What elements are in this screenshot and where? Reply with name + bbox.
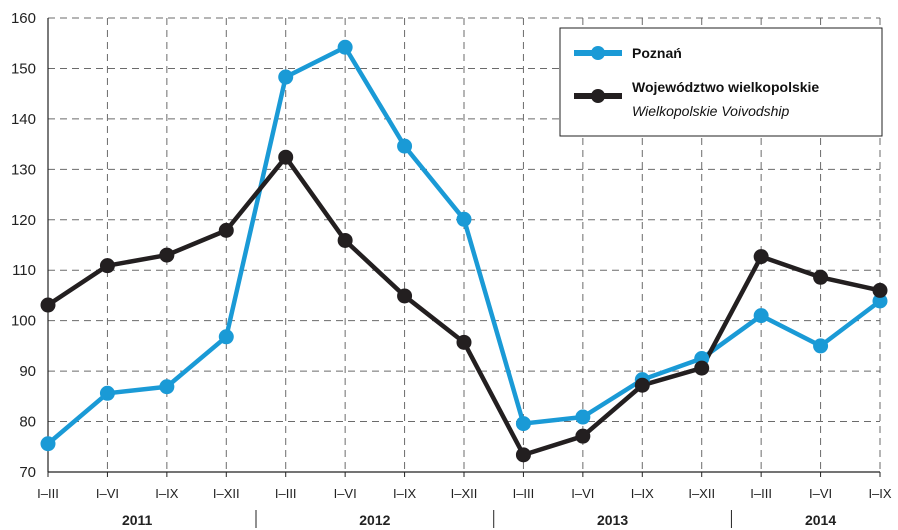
x-tick-label: I–VI (809, 486, 832, 501)
y-tick-label: 140 (11, 111, 36, 128)
x-tick-label: I–III (513, 486, 535, 501)
data-point-0 (456, 211, 472, 227)
data-point-1 (575, 428, 591, 444)
x-tick-label: I–XII (451, 486, 478, 501)
data-point-1 (515, 447, 531, 463)
series-layer (40, 39, 888, 463)
x-tick-label: I–XII (688, 486, 715, 501)
x-tick-label: I–IX (393, 486, 416, 501)
y-tick-label: 110 (12, 262, 36, 279)
data-point-1 (278, 149, 294, 165)
legend-box (559, 27, 883, 137)
y-tick-label: 160 (11, 10, 36, 27)
y-tick-label: 70 (19, 464, 36, 481)
data-point-0 (813, 338, 829, 354)
data-point-0 (159, 379, 175, 395)
x-tick-label: I–VI (571, 486, 594, 501)
data-point-1 (40, 297, 56, 313)
legend-label-poznan: Poznań (632, 45, 682, 61)
x-tick-label: I–XII (213, 486, 240, 501)
data-point-1 (753, 249, 769, 265)
data-point-0 (99, 385, 115, 401)
y-tick-label: 90 (19, 363, 36, 380)
data-point-1 (337, 232, 353, 248)
data-point-0 (337, 39, 353, 55)
legend-sublabel-wielkopolskie: Wielkopolskie Voivodship (632, 103, 790, 119)
legend-marker-poznan (591, 46, 605, 60)
legend-marker-wielkopolskie (591, 89, 605, 103)
data-point-1 (456, 334, 472, 350)
y-tick-label: 150 (11, 60, 36, 77)
year-label: 2013 (597, 512, 628, 528)
y-tick-label: 80 (19, 414, 36, 431)
data-point-0 (753, 308, 769, 324)
legend-label-wielkopolskie: Województwo wielkopolskie (632, 79, 819, 95)
x-tick-label: I–VI (334, 486, 357, 501)
x-tick-label: I–IX (868, 486, 891, 501)
data-point-1 (159, 247, 175, 263)
year-label: 2014 (805, 512, 836, 528)
x-tick-label: I–III (37, 486, 59, 501)
data-point-0 (218, 329, 234, 345)
data-point-1 (99, 258, 115, 274)
year-label: 2011 (122, 512, 153, 528)
x-tick-label: I–IX (631, 486, 654, 501)
data-point-0 (515, 416, 531, 432)
data-point-0 (575, 409, 591, 425)
data-point-1 (397, 288, 413, 304)
year-label: 2012 (359, 512, 390, 528)
data-point-1 (694, 360, 710, 376)
legend: Poznań Województwo wielkopolskie Wielkop… (559, 27, 883, 137)
data-point-1 (872, 282, 888, 298)
axes: 70 80 90 100 110 120 130 140 150 160 I–III I–VI I–IX… (11, 10, 892, 528)
data-point-0 (40, 436, 56, 452)
data-point-0 (397, 138, 413, 154)
y-tick-label: 120 (11, 212, 36, 229)
data-point-1 (218, 222, 234, 238)
y-tick-label: 130 (11, 161, 36, 178)
x-tick-label: I–VI (96, 486, 119, 501)
data-point-1 (634, 377, 650, 393)
x-tick-label: I–III (750, 486, 772, 501)
data-point-0 (278, 69, 294, 85)
y-tick-label: 100 (11, 313, 36, 330)
data-point-1 (813, 269, 829, 285)
x-tick-label: I–III (275, 486, 297, 501)
x-tick-label: I–IX (155, 486, 178, 501)
